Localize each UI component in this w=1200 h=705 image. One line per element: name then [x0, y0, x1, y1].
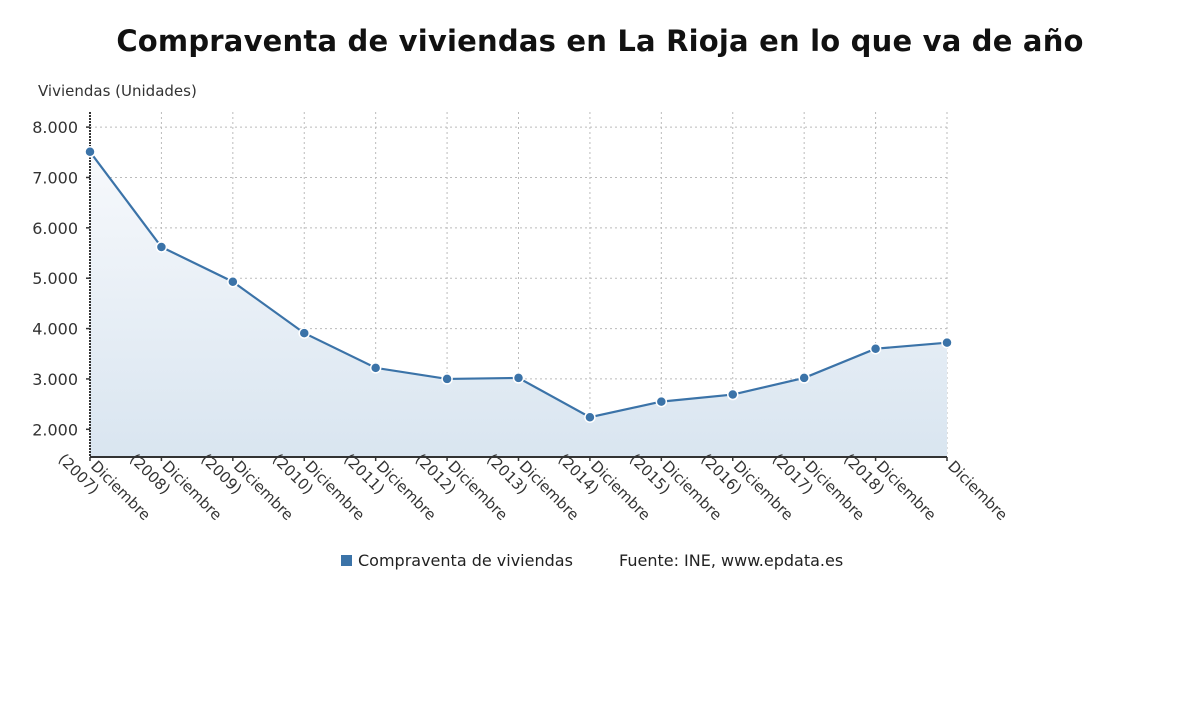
- y-axis-label: Viviendas (Unidades): [38, 82, 197, 100]
- y-tick-label: 5.000: [32, 269, 78, 288]
- y-tick-label: 4.000: [32, 320, 78, 339]
- data-point: [369, 362, 382, 374]
- x-tick-label: Diciembre: [944, 457, 1011, 524]
- data-point: [655, 395, 668, 408]
- y-tick-label: 6.000: [32, 219, 78, 238]
- data-point: [941, 336, 953, 349]
- legend-label: Compraventa de viviendas: [358, 551, 573, 570]
- data-point: [441, 373, 453, 385]
- series-area: [90, 151, 947, 457]
- data-point: [584, 411, 596, 423]
- data-point: [227, 275, 239, 288]
- data-point: [512, 372, 525, 384]
- data-point: [155, 241, 168, 253]
- data-point: [84, 146, 96, 158]
- chart-title: Compraventa de viviendas en La Rioja en …: [116, 24, 1084, 58]
- data-point: [298, 327, 310, 339]
- source-note: Fuente: INE, www.epdata.es: [619, 551, 843, 570]
- data-point: [727, 388, 739, 401]
- y-tick-label: 3.000: [32, 370, 78, 389]
- y-ticks: 2.000 3.000 4.000 5.000 6.000 7.000 8.000: [32, 118, 90, 439]
- points: [84, 146, 953, 423]
- y-tick-label: 2.000: [32, 420, 78, 439]
- y-tick-label: 8.000: [32, 118, 78, 137]
- legend: Compraventa de viviendas Fuente: INE, ww…: [341, 551, 843, 570]
- data-point: [798, 372, 810, 384]
- data-point: [869, 342, 882, 355]
- y-tick-label: 7.000: [32, 168, 78, 187]
- x-tick-label-month: Diciembre: [944, 457, 1011, 524]
- legend-swatch: [341, 555, 352, 566]
